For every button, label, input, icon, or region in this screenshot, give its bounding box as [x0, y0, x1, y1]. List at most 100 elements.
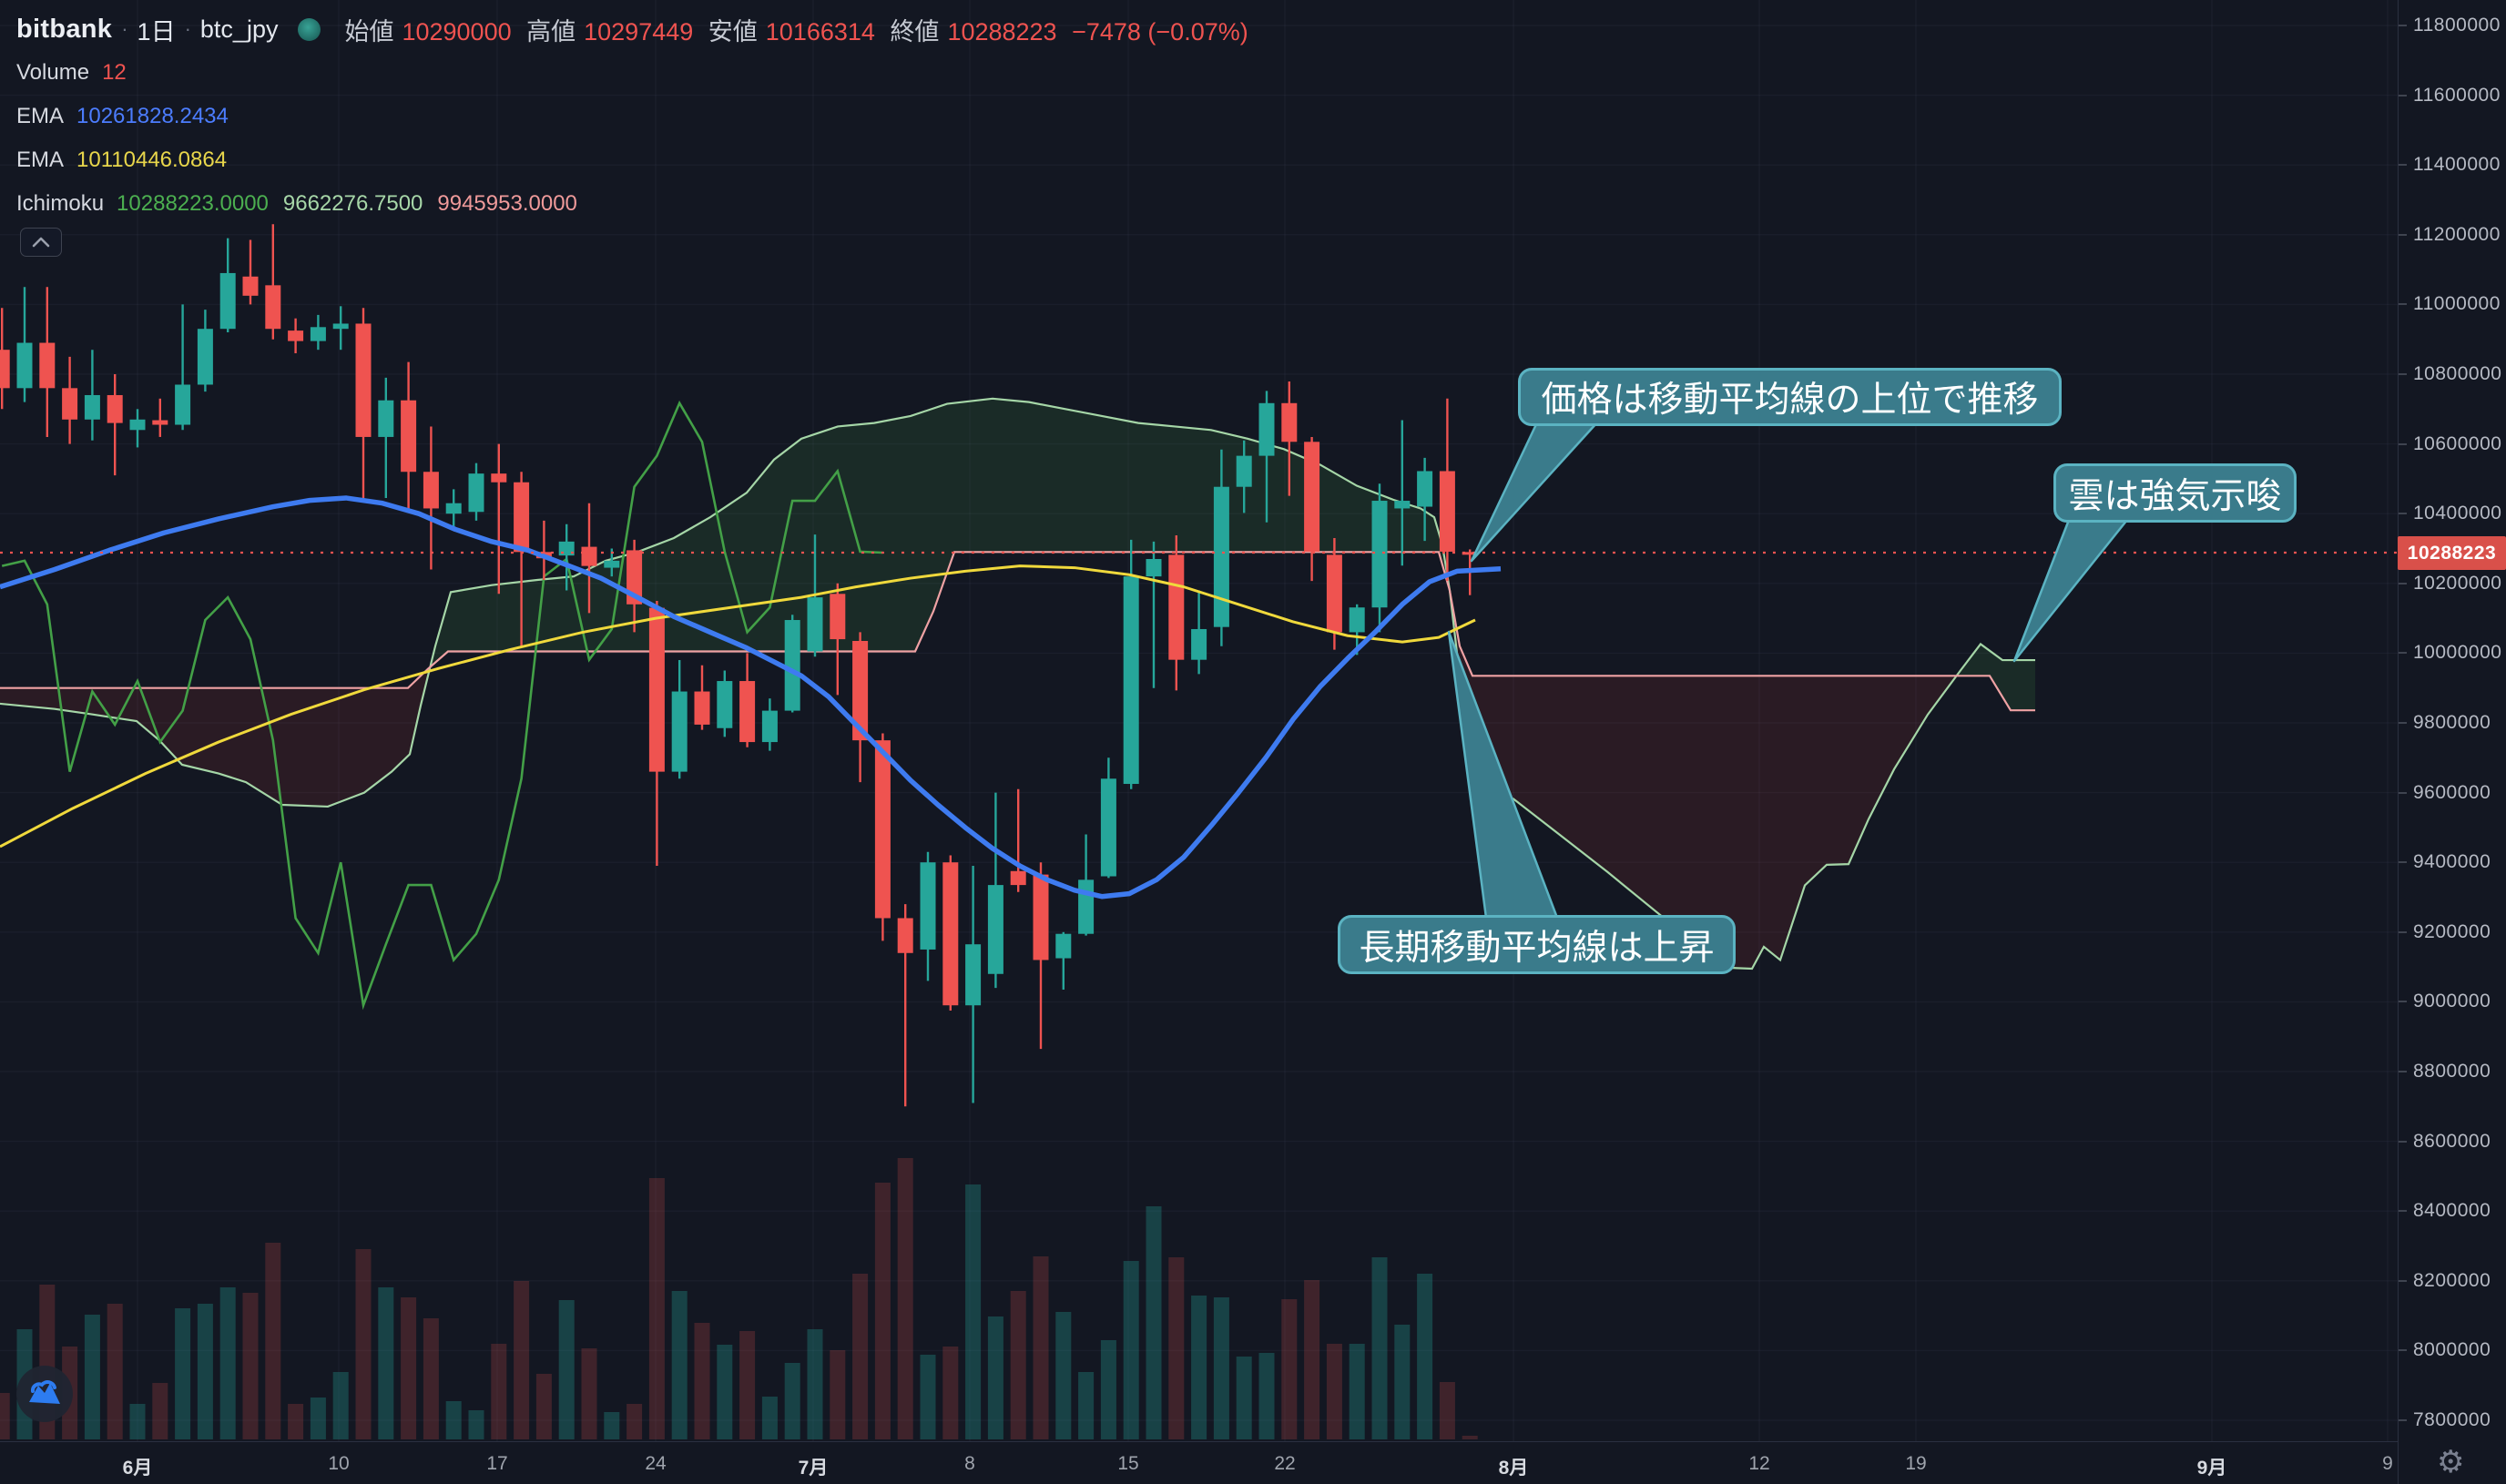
callout-annotation[interactable]: 雲は強気示唆 [2053, 463, 2297, 523]
price-axis[interactable]: 11800000 11600000 11400000 11200000 11000000… [2398, 0, 2506, 1484]
candle-body [897, 918, 913, 953]
separator-dot: · [184, 17, 191, 40]
indicator-value: 10110446.0864 [76, 147, 228, 172]
ohlc-readout: 始値 10290000 高値 10297449 安値 10166314 終値 10288… [344, 12, 1256, 47]
ema-slow-line [0, 564, 1476, 849]
candle-body [129, 419, 146, 431]
volume-bar [378, 1287, 394, 1439]
time-axis[interactable]: 6月 10 17 24 7月 8 15 22 8月 12 19 9月 9 [0, 1441, 2506, 1484]
volume-bar [784, 1363, 800, 1439]
price-axis-label: 11800000 [2413, 15, 2501, 36]
volume-bar [761, 1397, 778, 1439]
candle-body [1213, 486, 1229, 627]
time-axis-label: 24 [645, 1453, 667, 1474]
ema-lines [0, 495, 1502, 900]
chevron-up-icon [32, 237, 50, 248]
indicator-label: EMA [16, 147, 65, 172]
candle-body [288, 330, 304, 341]
indicator-legend-rows: Volume 12 EMA 10261828.2434 EMA 10110446.0864… [16, 51, 1257, 226]
price-axis-label: 9600000 [2413, 781, 2491, 803]
time-axis-label: 10 [328, 1453, 350, 1474]
time-axis-label: 8月 [1498, 1458, 1529, 1479]
candle-body [378, 400, 394, 437]
candle-body [1326, 554, 1342, 633]
price-axis-label: 11000000 [2413, 293, 2501, 315]
low-value: 10166314 [765, 17, 875, 46]
price-axis-label: 9400000 [2413, 851, 2491, 873]
price-axis-label: 8000000 [2413, 1339, 2491, 1361]
volume-bar [604, 1412, 620, 1439]
candle-body [0, 350, 10, 389]
candle-body [761, 710, 778, 743]
indicator-row-ema[interactable]: EMA 10110446.0864 [16, 138, 1257, 182]
volume-bar [401, 1297, 417, 1439]
settings-gear-icon[interactable]: ⚙ [2437, 1444, 2465, 1480]
indicator-row-ichimoku[interactable]: Ichimoku 10288223.0000 9662276.7500 9945953… [16, 182, 1257, 226]
exchange-name[interactable]: bitbank [16, 14, 113, 44]
candle-body [1100, 778, 1116, 877]
price-axis-label: 10800000 [2413, 363, 2502, 384]
time-axis-label: 12 [1748, 1453, 1770, 1474]
interval-selector[interactable]: 1日 [137, 17, 176, 46]
volume-bar [175, 1308, 191, 1439]
volume-bar [1304, 1280, 1320, 1439]
price-axis-label: 10600000 [2413, 432, 2502, 454]
volume-bar [1033, 1256, 1049, 1439]
collapse-legend-button[interactable] [20, 228, 62, 257]
candle-body [1417, 471, 1433, 507]
candle-body [942, 862, 959, 1006]
volume-bar [1394, 1325, 1411, 1439]
candle-body [1055, 933, 1072, 959]
candle-body [242, 276, 259, 296]
volume-bar [1146, 1206, 1162, 1439]
tradingview-logo-button[interactable] [15, 1364, 75, 1424]
price-axis-label: 11400000 [2413, 154, 2501, 176]
separator-dot: · [121, 17, 128, 40]
volume-bar [920, 1355, 936, 1439]
candle-body [219, 272, 236, 330]
change-value: −7478 (−0.07%) [1072, 17, 1248, 46]
time-axis-label: 7月 [798, 1458, 829, 1479]
volume-bar [1326, 1344, 1342, 1439]
symbol-row: bitbank · 1日 · btc_jpy 始値 10290000 高値 1029… [16, 7, 1257, 51]
volume-bar [445, 1401, 462, 1439]
callout-annotation[interactable]: 長期移動平均線は上昇 [1338, 915, 1736, 974]
candle-body [355, 323, 372, 437]
candle-body [175, 384, 191, 425]
candle-body [581, 546, 597, 566]
callout-tail [2012, 518, 2129, 663]
market-status-icon [298, 17, 321, 41]
chikou-line [1, 400, 883, 1011]
volume-bar [897, 1158, 913, 1439]
indicator-row-ema[interactable]: EMA 10261828.2434 [16, 95, 1257, 138]
volume-bar [1371, 1257, 1388, 1439]
volume-bar [129, 1404, 146, 1439]
candle-body [648, 607, 665, 772]
volume-bar [242, 1293, 259, 1439]
indicator-value: 12 [102, 60, 127, 85]
price-axis-label: 10000000 [2413, 642, 2502, 664]
price-axis-label: 11200000 [2413, 223, 2501, 245]
candle-body [1236, 455, 1252, 487]
volume-bar [1417, 1274, 1433, 1439]
price-axis-label: 9800000 [2413, 712, 2491, 733]
callout-annotation[interactable]: 価格は移動平均線の上位で推移 [1518, 368, 2062, 426]
candle-body [739, 681, 756, 743]
price-axis-label: 7800000 [2413, 1409, 2491, 1430]
symbol-name[interactable]: btc_jpy [199, 15, 279, 43]
candle-body [16, 342, 33, 389]
candle-body [1033, 874, 1049, 961]
time-axis-label: 19 [1905, 1453, 1927, 1474]
candle-body [874, 740, 891, 919]
candle-body [1146, 558, 1162, 577]
candle-body [852, 640, 869, 741]
indicator-row-volume[interactable]: Volume 12 [16, 51, 1257, 95]
candle-body [1258, 402, 1275, 456]
volume-bar [107, 1304, 123, 1439]
candle-body [423, 472, 439, 509]
volume-bar [1213, 1297, 1229, 1439]
candle-body [1394, 501, 1411, 509]
price-axis-label: 8200000 [2413, 1269, 2491, 1291]
